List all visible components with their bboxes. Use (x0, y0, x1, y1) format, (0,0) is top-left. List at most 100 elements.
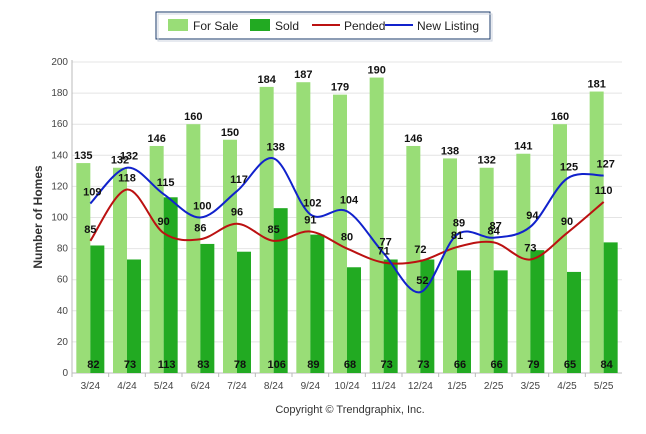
data-labels: 135 82 85 109 132 73 118 132 146 113 90 115 160 83 86 1… (74, 65, 615, 371)
label-new-listing: 89 (453, 218, 465, 230)
label-new-listing: 109 (83, 187, 101, 199)
y-tick-label: 160 (51, 119, 68, 130)
label-for-sale: 184 (257, 74, 276, 86)
bar-for-sale (113, 167, 127, 373)
x-tick-label: 12/24 (408, 381, 433, 392)
label-for-sale: 146 (147, 133, 165, 145)
label-sold: 106 (267, 359, 285, 371)
label-for-sale: 190 (367, 65, 385, 77)
legend: For Sale Sold Pended New Listing (155, 11, 493, 42)
bar-sold (567, 271, 581, 373)
label-pended: 71 (378, 246, 390, 258)
label-pended: 118 (118, 173, 136, 185)
label-pended: 110 (595, 185, 613, 197)
label-pended: 85 (268, 224, 280, 236)
x-tick-label: 1/25 (447, 381, 467, 392)
label-sold: 82 (87, 359, 99, 371)
y-tick-label: 180 (51, 88, 68, 99)
bar-sold (420, 259, 435, 373)
label-new-listing: 77 (380, 236, 392, 248)
x-tick-label: 5/24 (154, 381, 174, 392)
y-tick-label: 200 (51, 57, 68, 68)
label-new-listing: 87 (490, 221, 502, 233)
bar-for-sale (149, 145, 164, 373)
label-sold: 78 (234, 359, 246, 371)
label-pended: 96 (231, 207, 243, 219)
label-for-sale: 138 (441, 145, 459, 157)
label-new-listing: 102 (303, 197, 321, 209)
legend-label: For Sale (193, 19, 239, 33)
label-new-listing: 125 (560, 162, 578, 174)
label-pended: 73 (524, 242, 536, 254)
x-tick-label: 11/24 (372, 381, 397, 392)
bar-sold (457, 270, 471, 373)
bar-for-sale (516, 153, 531, 373)
legend-label: Sold (275, 19, 299, 33)
y-tick-label: 0 (62, 368, 68, 379)
label-sold: 83 (197, 359, 209, 371)
x-tick-label: 6/24 (191, 381, 211, 392)
bar-sold (200, 243, 215, 373)
x-tick-label: 4/25 (557, 381, 577, 392)
label-for-sale: 141 (514, 141, 532, 153)
label-pended: 72 (414, 244, 426, 256)
x-tick-label: 10/24 (334, 381, 359, 392)
bar-for-sale (443, 158, 457, 373)
line-new-listing (89, 157, 604, 294)
bar-for-sale (296, 82, 311, 373)
y-tick-label: 20 (57, 337, 69, 348)
legend-label: New Listing (417, 19, 479, 33)
label-pended: 80 (341, 232, 353, 244)
lines (89, 157, 605, 294)
label-new-listing: 104 (340, 194, 359, 206)
label-pended: 86 (194, 222, 206, 234)
label-new-listing: 94 (526, 210, 539, 222)
bar-for-sale (369, 77, 384, 374)
legend-label: Pended (344, 19, 385, 33)
bar-sold (163, 197, 178, 373)
copyright-text: Copyright © Trendgraphix, Inc. (275, 404, 424, 416)
bar-for-sale (406, 145, 421, 373)
label-for-sale: 160 (184, 111, 202, 123)
label-new-listing: 138 (266, 141, 284, 153)
x-tick-label: 4/24 (117, 381, 137, 392)
label-for-sale: 146 (404, 133, 422, 145)
label-for-sale: 135 (74, 150, 92, 162)
label-new-listing: 115 (157, 177, 175, 189)
bar-sold (493, 270, 508, 373)
bar-sold (127, 259, 141, 373)
label-sold: 73 (381, 359, 393, 371)
label-pended: 85 (84, 224, 96, 236)
label-for-sale: 132 (111, 155, 129, 167)
bar-sold (90, 245, 105, 373)
label-for-sale: 187 (294, 69, 312, 81)
bar-for-sale (589, 91, 604, 374)
x-tick-label: 7/24 (227, 381, 247, 392)
label-for-sale: 160 (551, 111, 569, 123)
label-new-listing: 117 (230, 174, 248, 186)
legend-swatch (250, 19, 270, 31)
label-sold: 73 (124, 359, 136, 371)
bar-for-sale (333, 94, 347, 373)
x-tick-label: 5/25 (594, 381, 614, 392)
y-tick-label: 140 (51, 150, 68, 161)
y-tick-label: 80 (57, 244, 69, 255)
y-tick-label: 40 (57, 306, 69, 317)
label-pended: 81 (451, 230, 463, 242)
bar-for-sale (186, 124, 201, 373)
label-new-listing: 100 (193, 201, 211, 213)
label-for-sale: 150 (221, 127, 239, 139)
label-sold: 65 (564, 359, 576, 371)
bar-sold (603, 242, 618, 373)
bars (76, 77, 618, 374)
label-sold: 68 (344, 359, 356, 371)
label-pended: 84 (488, 225, 501, 237)
bar-sold (310, 234, 325, 373)
bar-sold (383, 259, 398, 373)
label-sold: 89 (307, 359, 319, 371)
bar-sold (530, 250, 545, 373)
bar-sold (347, 267, 361, 373)
label-new-listing: 127 (596, 159, 614, 171)
y-tick-label: 60 (57, 275, 69, 286)
label-sold: 73 (417, 359, 429, 371)
